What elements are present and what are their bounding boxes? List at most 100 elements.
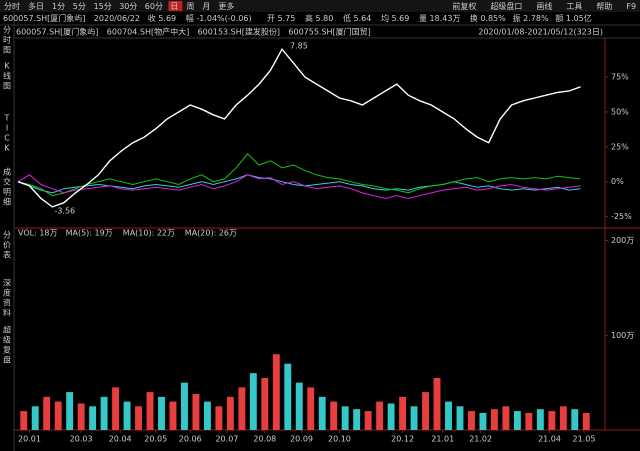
toolbar-button[interactable]: 前复权	[452, 1, 476, 11]
sidebar-tab[interactable]: 深	[3, 279, 11, 288]
sidebar-tab[interactable]: K	[4, 144, 10, 153]
volume-bar	[112, 387, 120, 430]
y-tick-label: 0%	[611, 177, 624, 186]
toolbar-button[interactable]: 帮助	[596, 1, 612, 11]
active-tab	[168, 1, 183, 11]
volume-bar	[582, 412, 590, 430]
toolbar-button[interactable]: 1分	[52, 2, 65, 11]
toolbar-button[interactable]: 日	[170, 2, 178, 11]
sidebar-tab[interactable]: 明	[3, 188, 11, 197]
volume-bar	[318, 396, 326, 430]
toolbar-button[interactable]: 15分	[94, 2, 112, 11]
volume-bar	[66, 392, 74, 430]
sidebar-tab[interactable]: 图	[3, 82, 11, 91]
x-tick-label: 20.07	[215, 435, 238, 444]
sidebar-tab[interactable]: 线	[3, 71, 11, 81]
volume-bar	[548, 411, 556, 430]
volume-bar	[410, 406, 418, 430]
x-tick-label: 20.05	[144, 435, 167, 444]
volume-bar	[399, 396, 407, 430]
quote-field: 额 1.05亿	[555, 13, 591, 23]
sidebar-tab[interactable]: 超	[3, 325, 11, 335]
volume-bar	[422, 392, 429, 430]
toolbar-button[interactable]: 超级盘口	[490, 1, 522, 11]
y-tick-label: 50%	[611, 107, 629, 116]
x-tick-label: 20.08	[253, 435, 276, 444]
legend-entry: 600057.SH[厦门象屿]	[16, 27, 98, 37]
sidebar-tab[interactable]: 分	[3, 26, 11, 35]
x-tick-label: 20.10	[328, 435, 351, 444]
sidebar-tab[interactable]: 价	[3, 241, 11, 250]
date-range: 2020/01/08-2021/05/12(323日)	[478, 28, 603, 37]
sidebar-tab[interactable]: 成	[3, 167, 11, 177]
sidebar-tab[interactable]: 度	[3, 288, 11, 298]
sidebar-tab[interactable]: I	[6, 124, 8, 133]
volume-bar	[135, 406, 142, 430]
volume-bar	[456, 406, 464, 430]
sidebar-tab[interactable]: K	[4, 62, 10, 71]
toolbar-button[interactable]: 月	[202, 2, 210, 11]
volume-bar	[387, 403, 395, 430]
sidebar-tab[interactable]: 盘	[3, 355, 11, 365]
toolbar-button[interactable]: 多日	[28, 1, 44, 11]
volume-bar	[502, 406, 510, 430]
x-tick-label: 21.05	[573, 435, 596, 444]
toolbar-button[interactable]: 分时	[4, 1, 20, 11]
volume-bar	[513, 411, 521, 430]
sidebar-tab[interactable]: 级	[3, 335, 11, 345]
sidebar-tab[interactable]: 复	[3, 345, 11, 355]
quote-field: 低 5.64	[343, 13, 371, 23]
sidebar-tab[interactable]: 时	[3, 35, 11, 45]
volume-bar	[226, 396, 234, 430]
sidebar-tab[interactable]: T	[4, 114, 10, 123]
volume-bar	[169, 401, 177, 430]
volume-bar	[490, 409, 498, 430]
x-tick-label: 20.06	[179, 435, 202, 444]
legend-entry: 600153.SH[建发股份]	[198, 27, 280, 37]
annotation: -3.56	[54, 206, 75, 215]
legend-entry: 600704.SH[物产中大]	[107, 27, 189, 37]
toolbar-button[interactable]: 60分	[145, 2, 163, 11]
volume-bar	[20, 411, 28, 430]
quote-field: 高 5.80	[305, 13, 333, 23]
volume-bar	[341, 406, 349, 430]
volume-bar	[433, 377, 441, 430]
volume-bar	[89, 406, 97, 430]
sidebar-tab[interactable]: 分	[3, 231, 11, 240]
sidebar-tab[interactable]: 图	[3, 46, 11, 55]
sidebar-tab[interactable]: 细	[3, 197, 11, 207]
toolbar-button[interactable]: 30分	[119, 2, 137, 11]
quote-field: 量 18.43万	[419, 14, 460, 23]
toolbar-button[interactable]: 周	[186, 2, 194, 11]
toolbar	[0, 0, 640, 12]
sidebar-tab[interactable]: 资	[3, 298, 11, 308]
sidebar-tab[interactable]: 料	[3, 308, 11, 318]
quote-field: 收 5.69	[148, 13, 176, 23]
volume-bar	[295, 382, 303, 430]
volume-header: MA(10): 22万	[123, 229, 175, 238]
y-tick-label: 100万	[611, 331, 634, 340]
toolbar-button[interactable]: 5分	[73, 2, 86, 11]
volume-bar	[261, 377, 269, 430]
volume-bar	[249, 373, 257, 430]
sidebar-tab[interactable]: C	[4, 134, 10, 143]
volume-bar	[203, 401, 211, 430]
toolbar-button[interactable]: 工具	[566, 2, 582, 11]
volume-bar	[238, 387, 246, 430]
sidebar-tab[interactable]: 表	[3, 250, 11, 260]
volume-bar	[364, 411, 372, 430]
toolbar-button[interactable]: 更多	[218, 1, 234, 11]
sidebar-tab[interactable]: 交	[3, 177, 11, 187]
quote-field: 开 5.75	[267, 14, 295, 23]
volume-bar	[123, 401, 131, 430]
toolbar-button[interactable]: F9	[626, 2, 636, 11]
y-tick-label: 200万	[611, 236, 634, 245]
quote-field: 振 2.78%	[513, 13, 549, 23]
volume-bar	[192, 394, 200, 430]
toolbar-button[interactable]: 画线	[536, 1, 552, 11]
y-tick-label: 25%	[611, 142, 629, 151]
quote-field: 600057.SH[厦门象屿]	[3, 13, 85, 23]
volume-header: MA(20): 26万	[185, 229, 237, 238]
volume-bar	[571, 409, 579, 430]
